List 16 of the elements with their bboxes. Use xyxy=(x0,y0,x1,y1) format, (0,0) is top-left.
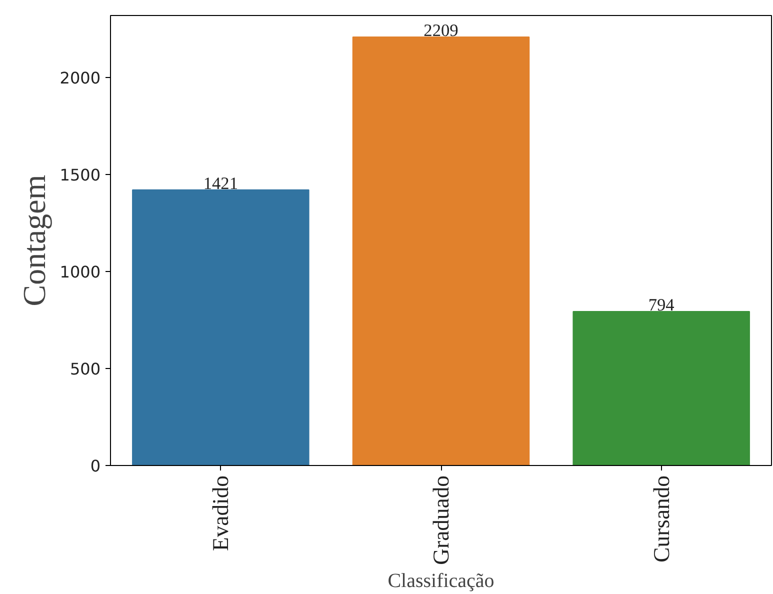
y-tick-label: 2000 xyxy=(60,68,100,88)
x-tick-label: Evadido xyxy=(208,475,234,551)
bar xyxy=(572,310,750,466)
data-label: 1421 xyxy=(203,174,238,193)
y-tick-label: 1500 xyxy=(60,166,100,185)
y-tick-label: 1000 xyxy=(60,262,100,282)
y-tick-label: 500 xyxy=(70,360,101,379)
y-axis-title: Contagem xyxy=(16,174,52,306)
x-axis-title: Classificação xyxy=(388,570,494,592)
bar xyxy=(132,189,310,466)
x-tick-label: Cursando xyxy=(648,476,674,562)
x-tick-label: Graduado xyxy=(428,475,454,565)
y-tick-label: 0 xyxy=(90,456,101,476)
bar xyxy=(352,36,530,466)
data-label: 794 xyxy=(648,295,675,314)
data-label: 2209 xyxy=(424,21,458,40)
